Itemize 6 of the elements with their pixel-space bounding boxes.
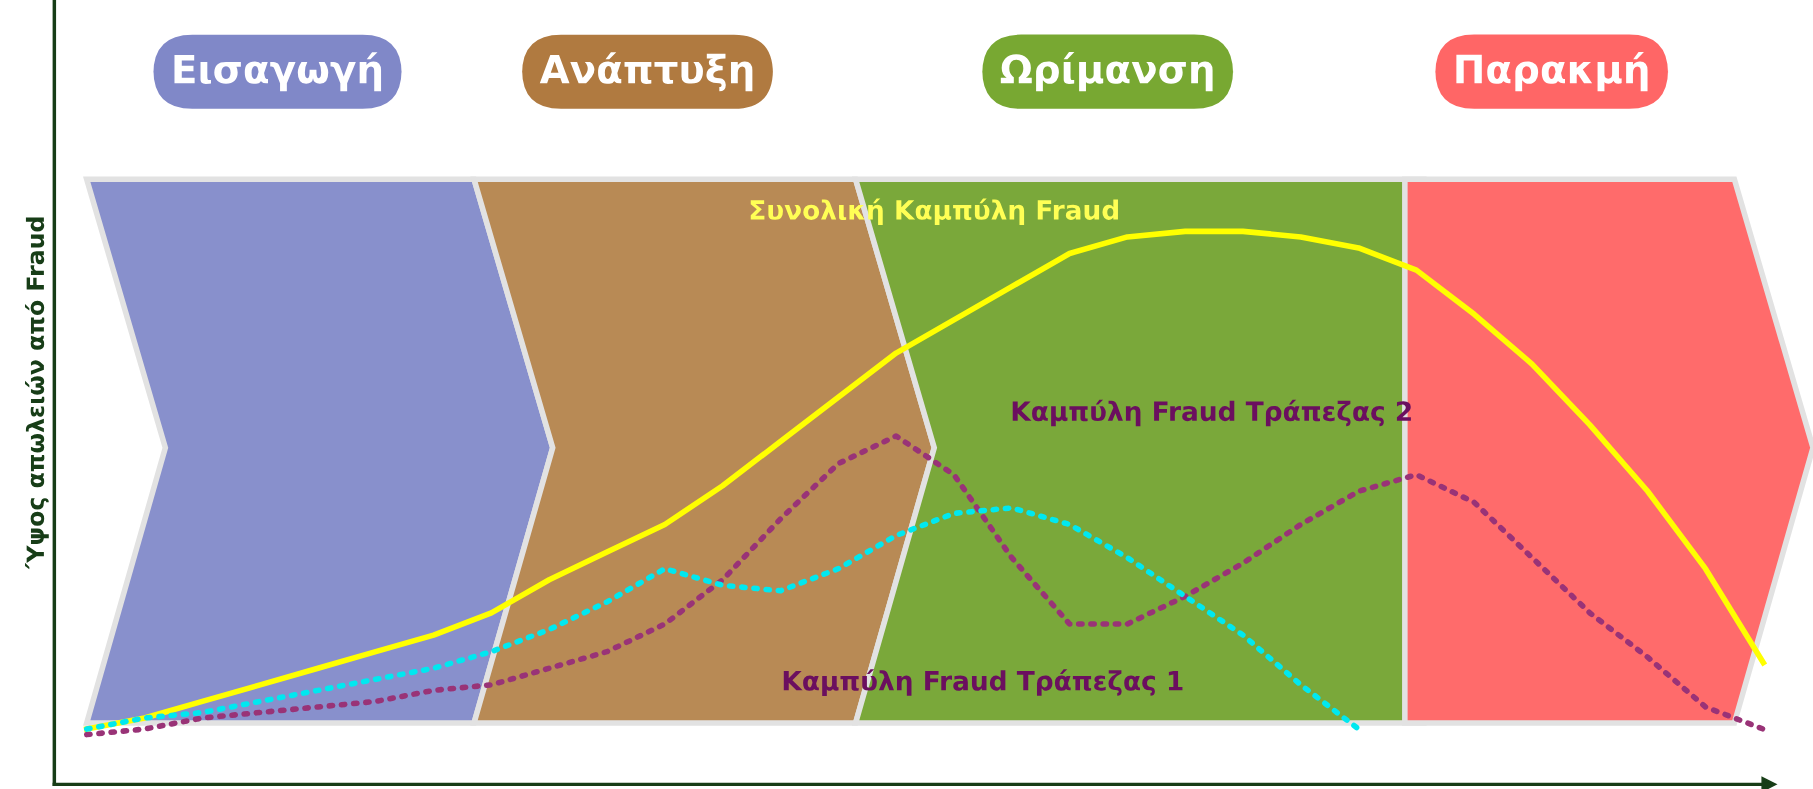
text: Ωρίμανση	[1000, 52, 1213, 92]
series-label: Καμπύλη Fraud Τράπεζας 2	[1012, 399, 1411, 427]
text: Παρακμή	[1456, 52, 1648, 92]
y-axis-title: Ύψος απωλειών από Fraud	[24, 217, 49, 570]
text: Ανάπτυξη	[539, 52, 753, 92]
text: Εισαγωγή	[174, 52, 382, 92]
